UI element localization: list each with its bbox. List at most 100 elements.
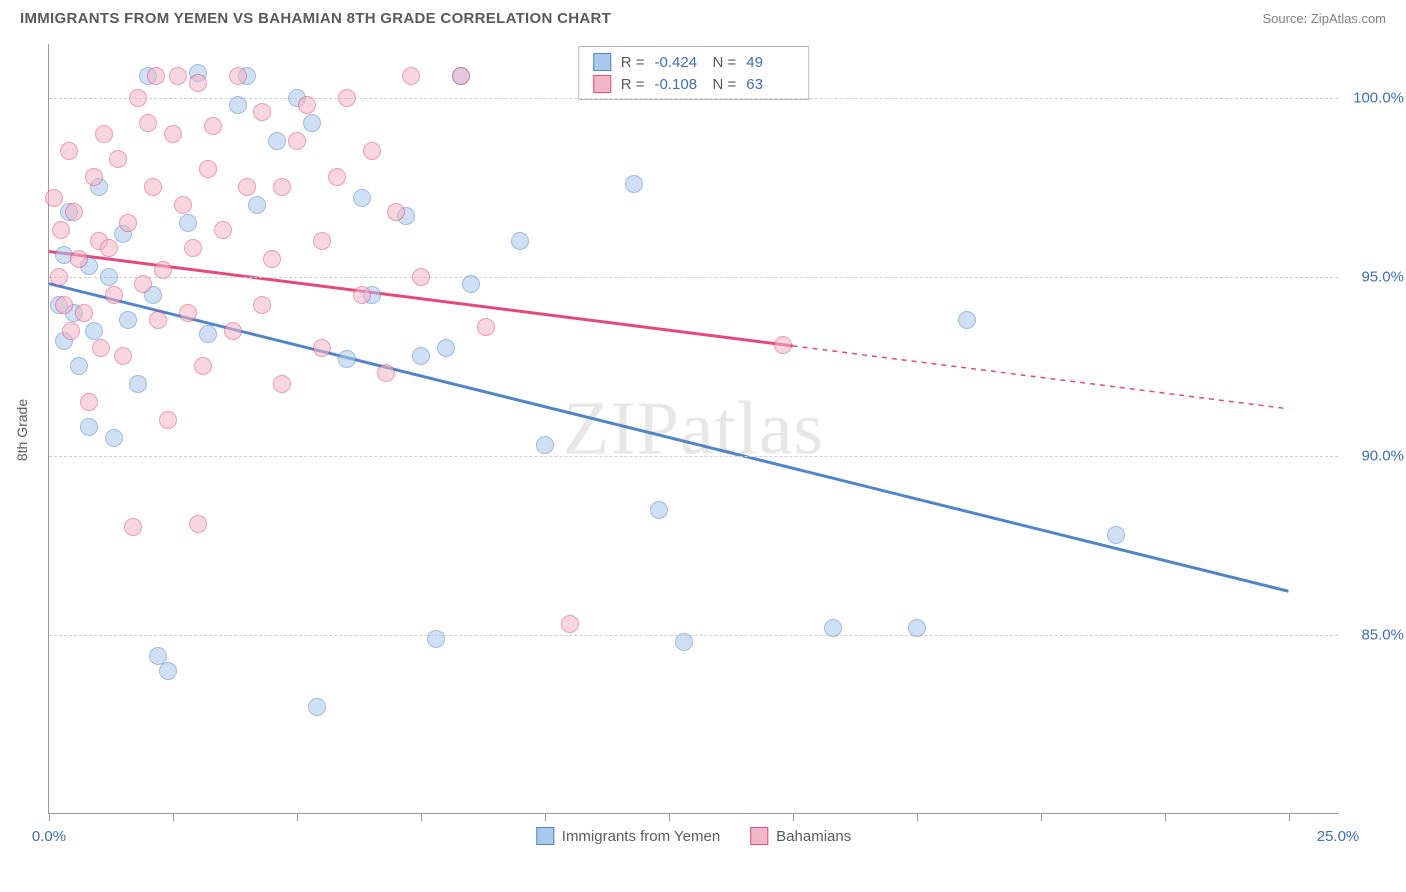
chart-plot-area: R = -0.424 N = 49 R = -0.108 N = 63 ZIPa…: [48, 44, 1338, 814]
legend-n-value-yemen: 49: [746, 54, 794, 71]
scatter-point-bahamians: [338, 89, 356, 107]
swatch-bahamians: [750, 827, 768, 845]
scatter-point-yemen: [303, 114, 321, 132]
gridline-horizontal: [49, 635, 1338, 636]
x-axis-end-label: 25.0%: [1317, 828, 1360, 845]
scatter-point-bahamians: [189, 74, 207, 92]
scatter-point-bahamians: [114, 347, 132, 365]
trend-lines-layer: [49, 44, 1338, 813]
scatter-point-yemen: [179, 214, 197, 232]
legend-item-bahamians: Bahamians: [750, 827, 851, 845]
scatter-point-bahamians: [92, 339, 110, 357]
x-axis-tick-mark: [917, 813, 918, 821]
scatter-point-bahamians: [194, 357, 212, 375]
scatter-point-bahamians: [75, 304, 93, 322]
scatter-point-bahamians: [147, 67, 165, 85]
scatter-point-yemen: [268, 132, 286, 150]
y-axis-label: 8th Grade: [14, 399, 30, 461]
scatter-point-bahamians: [149, 311, 167, 329]
legend-row-yemen: R = -0.424 N = 49: [593, 51, 795, 73]
scatter-point-bahamians: [159, 411, 177, 429]
scatter-point-yemen: [105, 429, 123, 447]
scatter-point-bahamians: [774, 336, 792, 354]
scatter-point-bahamians: [179, 304, 197, 322]
scatter-point-yemen: [427, 630, 445, 648]
scatter-point-bahamians: [144, 178, 162, 196]
scatter-point-yemen: [536, 436, 554, 454]
legend-item-yemen: Immigrants from Yemen: [536, 827, 720, 845]
y-axis-tick-label: 90.0%: [1361, 447, 1404, 464]
scatter-point-yemen: [119, 311, 137, 329]
x-axis-start-label: 0.0%: [32, 828, 66, 845]
x-axis-tick-mark: [49, 813, 50, 821]
header-bar: IMMIGRANTS FROM YEMEN VS BAHAMIAN 8TH GR…: [0, 0, 1406, 33]
x-axis-tick-mark: [1041, 813, 1042, 821]
scatter-point-bahamians: [353, 286, 371, 304]
legend-r-label: R =: [621, 76, 645, 93]
chart-title: IMMIGRANTS FROM YEMEN VS BAHAMIAN 8TH GR…: [20, 10, 611, 27]
scatter-point-yemen: [199, 325, 217, 343]
scatter-point-bahamians: [174, 196, 192, 214]
scatter-point-bahamians: [119, 214, 137, 232]
x-axis-tick-mark: [421, 813, 422, 821]
x-axis-tick-mark: [173, 813, 174, 821]
scatter-point-bahamians: [129, 89, 147, 107]
scatter-point-bahamians: [412, 268, 430, 286]
scatter-point-bahamians: [169, 67, 187, 85]
scatter-point-yemen: [100, 268, 118, 286]
x-axis-tick-mark: [1289, 813, 1290, 821]
y-axis-tick-label: 100.0%: [1353, 89, 1404, 106]
scatter-point-bahamians: [273, 375, 291, 393]
scatter-point-yemen: [958, 311, 976, 329]
scatter-point-bahamians: [134, 275, 152, 293]
scatter-point-yemen: [80, 418, 98, 436]
correlation-legend: R = -0.424 N = 49 R = -0.108 N = 63: [578, 46, 810, 100]
scatter-point-bahamians: [561, 615, 579, 633]
scatter-point-yemen: [338, 350, 356, 368]
swatch-yemen: [593, 53, 611, 71]
scatter-point-bahamians: [377, 364, 395, 382]
scatter-point-bahamians: [100, 239, 118, 257]
scatter-point-yemen: [70, 357, 88, 375]
scatter-point-yemen: [308, 698, 326, 716]
scatter-point-bahamians: [85, 168, 103, 186]
scatter-point-bahamians: [52, 221, 70, 239]
scatter-point-bahamians: [238, 178, 256, 196]
scatter-point-bahamians: [253, 296, 271, 314]
legend-r-value-yemen: -0.424: [655, 54, 703, 71]
scatter-point-yemen: [229, 96, 247, 114]
scatter-point-bahamians: [139, 114, 157, 132]
x-axis-tick-mark: [545, 813, 546, 821]
scatter-point-bahamians: [313, 339, 331, 357]
scatter-point-yemen: [462, 275, 480, 293]
legend-n-label: N =: [713, 76, 737, 93]
scatter-point-bahamians: [60, 142, 78, 160]
legend-row-bahamians: R = -0.108 N = 63: [593, 73, 795, 95]
scatter-point-bahamians: [477, 318, 495, 336]
x-axis-tick-mark: [669, 813, 670, 821]
legend-label-bahamians: Bahamians: [776, 828, 851, 845]
scatter-point-bahamians: [229, 67, 247, 85]
scatter-point-bahamians: [224, 322, 242, 340]
legend-label-yemen: Immigrants from Yemen: [562, 828, 720, 845]
scatter-point-yemen: [85, 322, 103, 340]
x-axis-tick-mark: [1165, 813, 1166, 821]
scatter-point-bahamians: [199, 160, 217, 178]
x-axis-tick-mark: [793, 813, 794, 821]
scatter-point-bahamians: [95, 125, 113, 143]
trendline-extrapolated-bahamians: [793, 346, 1289, 409]
scatter-point-bahamians: [204, 117, 222, 135]
scatter-point-bahamians: [189, 515, 207, 533]
legend-n-value-bahamians: 63: [746, 76, 794, 93]
source-attribution: Source: ZipAtlas.com: [1262, 11, 1386, 26]
scatter-point-bahamians: [273, 178, 291, 196]
scatter-point-yemen: [511, 232, 529, 250]
scatter-point-bahamians: [298, 96, 316, 114]
scatter-point-bahamians: [80, 393, 98, 411]
watermark-text: ZIPatlas: [563, 385, 824, 472]
scatter-point-bahamians: [328, 168, 346, 186]
series-legend: Immigrants from Yemen Bahamians: [536, 827, 851, 845]
legend-n-label: N =: [713, 54, 737, 71]
scatter-point-yemen: [650, 501, 668, 519]
scatter-point-yemen: [129, 375, 147, 393]
